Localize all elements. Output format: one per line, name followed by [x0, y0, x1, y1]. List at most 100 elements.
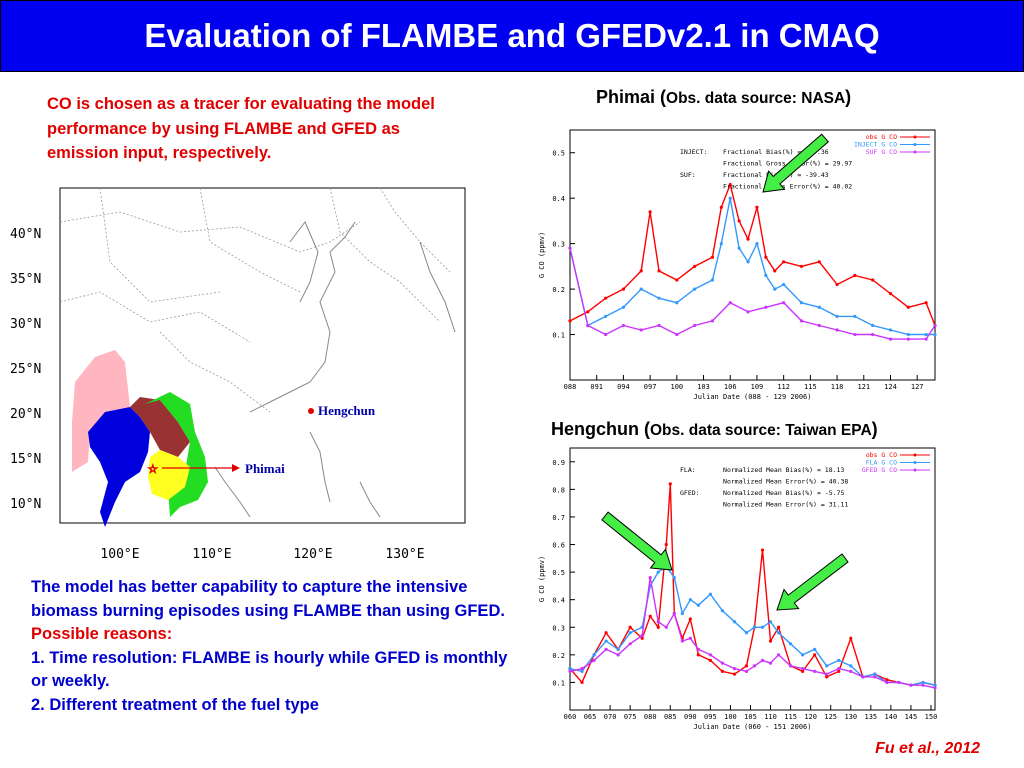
intro-text: CO is chosen as a tracer for evaluating … — [47, 95, 435, 162]
data-point — [773, 269, 777, 273]
data-point — [580, 667, 584, 671]
region-vietnam — [145, 392, 208, 517]
data-point — [849, 664, 853, 668]
legend-label: INJECT G CO — [854, 141, 897, 149]
data-point — [837, 667, 841, 671]
region-myanmar — [72, 350, 130, 472]
data-point — [755, 205, 759, 209]
data-point — [719, 205, 723, 209]
data-point — [568, 319, 572, 323]
data-point — [861, 675, 865, 679]
x-tick-label: 088 — [564, 383, 577, 391]
x-tick-label: 090 — [684, 713, 697, 721]
x-tick-label: 097 — [644, 383, 657, 391]
data-point — [592, 658, 596, 662]
data-point — [693, 264, 697, 268]
data-point — [835, 328, 839, 332]
data-point — [688, 636, 692, 640]
map-coastlines — [59, 187, 451, 413]
data-point — [752, 625, 757, 629]
data-point — [897, 680, 901, 685]
data-point — [668, 482, 672, 486]
y-tick-label: 0.8 — [552, 486, 565, 494]
stats-annotation: Fractional Gross Error(%) = 29.97 — [680, 160, 852, 168]
data-point — [801, 653, 805, 657]
data-point — [621, 323, 626, 328]
data-point — [746, 237, 750, 241]
data-point — [732, 620, 737, 624]
data-point — [776, 631, 781, 635]
data-point — [825, 672, 829, 676]
legend-label: GFED G CO — [862, 466, 897, 474]
data-point — [693, 287, 697, 291]
data-point — [639, 328, 643, 332]
lat-label: 15°N — [10, 452, 41, 467]
data-point — [924, 337, 928, 341]
x-tick-label: 118 — [831, 383, 844, 391]
lat-label: 10°N — [10, 497, 41, 512]
reason-1: 1. Time resolution: FLAMBE is hourly whi… — [31, 648, 508, 691]
data-point — [760, 658, 765, 662]
y-tick-label: 0.3 — [552, 241, 565, 249]
legend-label: FLA G CO — [866, 459, 897, 467]
lon-label: 130°E — [385, 547, 424, 562]
x-tick-label: 115 — [804, 383, 817, 391]
x-tick-label: 120 — [804, 713, 817, 721]
data-point — [885, 678, 889, 682]
data-point — [737, 219, 741, 223]
data-point — [657, 296, 661, 300]
data-point — [696, 653, 700, 657]
legend-marker — [913, 143, 917, 146]
plot-area — [569, 129, 936, 381]
lat-label: 35°N — [10, 272, 41, 287]
data-point — [825, 664, 829, 668]
data-point — [853, 314, 857, 318]
data-point — [586, 323, 590, 328]
y-tick-label: 0.9 — [552, 459, 565, 467]
lon-label: 110°E — [192, 547, 231, 562]
highlight-arrow — [762, 133, 830, 193]
lon-label: 120°E — [293, 547, 332, 562]
data-point — [853, 273, 857, 278]
data-point — [799, 264, 804, 268]
data-point — [710, 278, 715, 282]
phimai-arrow-head — [232, 464, 240, 472]
data-point — [782, 282, 786, 287]
legend-label: obs G CO — [866, 133, 897, 141]
map-lat-labels: 40°N 35°N 30°N 25°N 20°N 15°N 10°N — [10, 227, 41, 512]
x-tick-label: 075 — [624, 713, 637, 721]
data-point — [621, 305, 626, 309]
data-point — [909, 683, 913, 687]
y-tick-label: 0.4 — [552, 195, 565, 203]
data-point — [825, 675, 829, 679]
data-point — [837, 658, 841, 662]
x-tick-label: 140 — [885, 713, 898, 721]
data-point — [853, 332, 857, 337]
x-tick-label: 130 — [844, 713, 857, 721]
data-point — [835, 282, 839, 287]
x-tick-label: 060 — [564, 713, 577, 721]
x-tick-label: 121 — [857, 383, 870, 391]
x-tick-label: 112 — [777, 383, 790, 391]
data-point — [732, 672, 737, 676]
data-point — [873, 672, 877, 676]
data-point — [640, 636, 644, 640]
x-tick-label: 109 — [751, 383, 764, 391]
legend-marker — [913, 461, 917, 464]
data-point — [744, 631, 749, 635]
data-point — [768, 639, 773, 643]
x-axis-label: Julian Date (060 - 151 2006) — [693, 723, 811, 731]
data-point — [648, 210, 652, 214]
data-point — [621, 287, 626, 291]
data-point — [639, 269, 643, 273]
region-cambodia — [148, 450, 190, 500]
data-point — [672, 611, 676, 616]
series-line — [569, 198, 935, 336]
hengchun-marker — [308, 408, 314, 414]
x-tick-label: 070 — [604, 713, 617, 721]
data-point — [873, 675, 877, 679]
data-point — [760, 625, 765, 629]
data-point — [680, 611, 684, 616]
y-tick-label: 0.2 — [552, 652, 565, 660]
stats-annotation: GFED: Normalized Mean Bias(%) = -5.75 — [680, 489, 844, 497]
